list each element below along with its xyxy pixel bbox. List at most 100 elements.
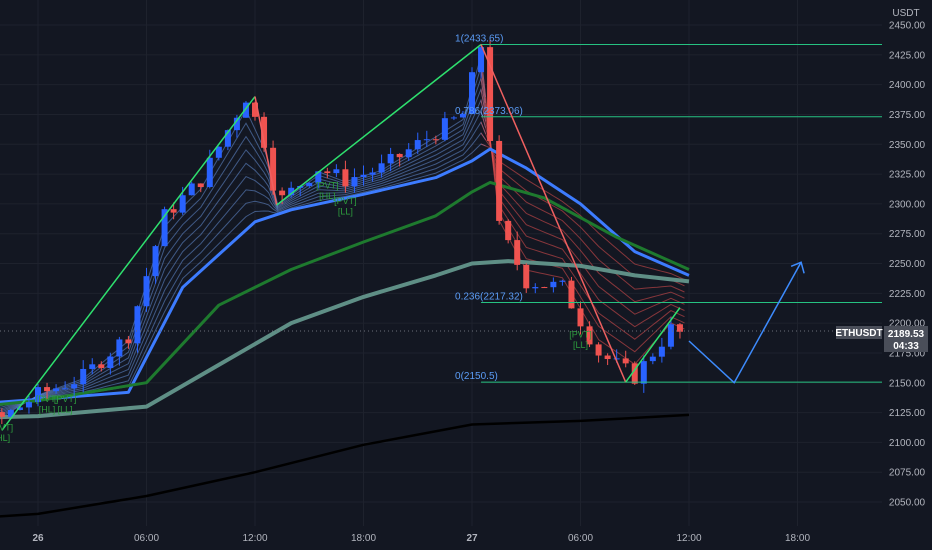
pivot-label: [PVT] (0, 422, 13, 432)
zigzag-segment (480, 44, 627, 383)
currency-label: USDT (892, 8, 919, 19)
pivot-label: [PVT] (334, 196, 357, 206)
candle-body (469, 72, 475, 114)
pivot-label: [PVT] (36, 394, 59, 404)
symbol-tag: ETHUSDT (835, 328, 882, 339)
symbol-tag-bg (836, 326, 882, 339)
candle-body (414, 140, 421, 150)
candle-body (396, 153, 403, 158)
fibonacci-retracement[interactable]: 1(2433.65) 0.786(2373.06) 0.236(2217.32) 0(… (455, 33, 882, 383)
candle-body (667, 324, 674, 347)
price-tick: 2350.00 (889, 140, 926, 151)
last-price-tag: 2189.53 (888, 329, 925, 340)
candle-body (261, 116, 268, 148)
time-tick: 18:00 (785, 533, 810, 544)
candle-body (89, 364, 96, 369)
pivot-label: [LL] (338, 207, 353, 217)
candle-body (559, 280, 566, 282)
price-tick: 2250.00 (889, 259, 926, 270)
candle-body (487, 47, 494, 141)
candle-body (405, 149, 412, 158)
symbol-price-tag: ETHUSDT 2189.53 04:33 (835, 326, 928, 352)
pivot-label: [PVT] (54, 394, 77, 404)
moving-averages (0, 147, 690, 518)
zigzag-segment (1, 96, 256, 431)
candle-body (514, 240, 521, 265)
price-tick: 2125.00 (889, 408, 926, 419)
ribbon-line-down (480, 78, 685, 340)
price-tick: 2075.00 (889, 468, 926, 479)
candle-body (116, 339, 123, 357)
fib-level-label: 0.236(2217.32) (455, 291, 523, 302)
candle-body (197, 183, 204, 188)
candles (0, 40, 683, 425)
candle-body (532, 287, 539, 289)
candle-body (631, 363, 638, 384)
candle-body (432, 139, 439, 141)
time-tick: 06:00 (134, 533, 159, 544)
candle-body (360, 174, 367, 178)
time-axis[interactable]: 26 06:00 12:00 18:00 27 06:00 12:00 18:00 (0, 526, 932, 550)
candle-body (586, 326, 593, 345)
candle-body (640, 361, 647, 384)
candle-body (98, 364, 105, 369)
ribbon-line-up (0, 132, 487, 406)
candle-body (550, 281, 557, 288)
candle-body (387, 153, 394, 164)
price-tick: 2050.00 (889, 498, 926, 509)
price-axis[interactable]: 2450.00 2425.00 2400.00 2375.00 2350.00 2325.… (882, 0, 932, 550)
price-tick: 2100.00 (889, 438, 926, 449)
ribbon-line-down (480, 121, 685, 293)
time-tick: 27 (466, 533, 478, 544)
candle-body (35, 387, 41, 403)
candle-body (161, 209, 168, 247)
candle-body (568, 280, 575, 309)
pivot-label: [HL] (319, 191, 336, 201)
candle-body (107, 356, 114, 369)
candle-body (577, 308, 584, 327)
price-tick: 2300.00 (889, 199, 926, 210)
ribbon-line-down (480, 110, 685, 303)
candle-body (233, 117, 240, 131)
pivot-label: [PVT] (569, 329, 592, 339)
time-tick: 18:00 (351, 533, 376, 544)
ribbon-line-up (0, 67, 487, 416)
candle-body (188, 183, 195, 196)
price-tick: 2150.00 (889, 378, 926, 389)
candle-body (315, 171, 322, 183)
candle-body (134, 306, 141, 344)
time-tick: 12:00 (242, 533, 267, 544)
price-tick: 2225.00 (889, 289, 926, 300)
candle-body (595, 344, 602, 356)
fib-level-label: 0.786(2373.06) (455, 106, 523, 117)
candle-body (306, 182, 313, 187)
candle-body (25, 402, 32, 408)
candle-body (270, 147, 277, 191)
price-tick: 2400.00 (889, 80, 926, 91)
candle-body (676, 324, 683, 332)
candle-body (7, 410, 14, 417)
candle-body (478, 47, 485, 73)
candle-body (649, 356, 656, 362)
ma-ema_slow (0, 259, 690, 420)
price-tick: 2375.00 (889, 110, 926, 121)
time-tick: 12:00 (676, 533, 701, 544)
candle-body (71, 384, 78, 389)
projection-path[interactable] (688, 261, 805, 384)
zigzag-segment (276, 43, 482, 206)
zigzag-lines (1, 43, 681, 431)
candle-body (505, 220, 512, 241)
ribbon-line-up (0, 87, 487, 413)
candle-body (459, 113, 466, 118)
ma-ema_green (0, 180, 690, 406)
ribbon-line-up (0, 78, 487, 415)
candle-body (206, 157, 213, 188)
candle-body (496, 140, 503, 221)
candle-body (441, 118, 448, 140)
time-axis-bg (0, 526, 932, 550)
ribbon-line-down (480, 67, 685, 353)
pivot-label: [LL] (573, 340, 588, 350)
